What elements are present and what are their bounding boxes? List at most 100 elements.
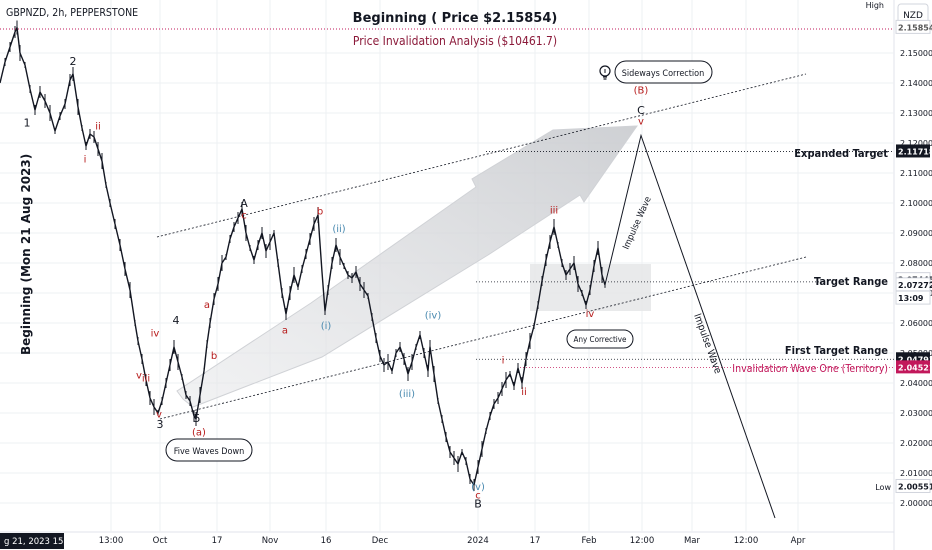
- wave-label: C: [637, 104, 645, 117]
- wave-label: i: [502, 356, 505, 367]
- trend-arrow: [176, 125, 638, 408]
- wave-label: (B): [634, 86, 649, 97]
- any-corrective-text: Any Corrective: [574, 335, 628, 344]
- wave-label: (iii): [399, 389, 415, 400]
- price-badge-label: 2.15854: [898, 23, 932, 32]
- price-tick-label: 2.13000: [900, 109, 932, 118]
- price-tick-label: 2.15000: [900, 49, 932, 58]
- wave-label: a: [204, 300, 210, 311]
- wave-label: 2: [70, 55, 77, 68]
- wave-label: A: [240, 197, 248, 210]
- wave-label: (ii): [332, 224, 345, 235]
- time-tick-label: Dec: [372, 536, 389, 546]
- wave-label: (v): [471, 482, 485, 493]
- channel-line: [159, 256, 807, 420]
- time-tick-label: Mar: [684, 536, 701, 546]
- wave-label: c: [241, 211, 247, 222]
- wave-label: 4: [173, 314, 180, 327]
- invalidation-label: Invalidation Wave One (Territory): [732, 363, 888, 375]
- any-corrective-callout[interactable]: Any Corrective: [566, 329, 634, 349]
- wave-label: c: [475, 491, 481, 502]
- five-waves-text: Five Waves Down: [174, 447, 245, 457]
- price-tick-label: 2.09000: [900, 229, 932, 238]
- wave-label: i: [84, 155, 87, 166]
- wave-label: ii: [95, 122, 101, 133]
- price-badge: [896, 360, 930, 374]
- price-tick-label: 2.06000: [900, 319, 932, 328]
- price-tick-label: 2.08000: [900, 259, 932, 268]
- wave-label: v: [638, 116, 644, 127]
- price-badge: [896, 144, 930, 158]
- low-label: Low: [875, 483, 891, 492]
- chart-subtitle: Price Invalidation Analysis ($10461.7): [353, 34, 557, 48]
- time-start-badge: [0, 533, 64, 549]
- price-badge: [895, 19, 931, 34]
- price-badge-label: 2.04791: [898, 355, 932, 364]
- price-tick-label: 2.03000: [900, 409, 932, 418]
- expanded-target-label: Expanded Target: [794, 147, 888, 160]
- price-badge: [895, 290, 931, 305]
- price-badge-label: 2.04521: [898, 363, 932, 372]
- lightbulb-icon: [599, 65, 611, 80]
- wave-label: b: [211, 351, 217, 362]
- wave-label: (i): [321, 321, 332, 332]
- time-tick-label: Oct: [153, 536, 168, 546]
- channel-lines: [156, 73, 807, 420]
- wave-label: B: [474, 498, 482, 511]
- wave-label: ii: [521, 387, 527, 398]
- wave-label: (a): [192, 428, 206, 439]
- wave-label: b: [317, 206, 323, 217]
- grid-lines: [0, 0, 894, 532]
- price-badge-label: 2.11718: [898, 147, 932, 156]
- wave-label: 5: [194, 412, 201, 425]
- price-badge-label: 2.00551: [898, 482, 932, 491]
- wave-label: iii: [550, 206, 558, 217]
- price-badge-label: 2.07272: [898, 281, 932, 290]
- wave-label: v: [136, 371, 142, 382]
- time-tick-label: 16: [321, 536, 332, 546]
- level-lines: [476, 151, 894, 368]
- price-tick-label: 2.04000: [900, 379, 932, 388]
- time-tick-label: Nov: [262, 536, 279, 546]
- wave-label: 1: [24, 117, 31, 130]
- wave-label: 3: [157, 418, 164, 431]
- five-waves-callout[interactable]: Five Waves Down: [165, 438, 253, 462]
- time-tick-label: 17: [530, 536, 541, 546]
- sideways-text: Sideways Correction: [622, 69, 705, 79]
- price-badge-label: 13:09: [898, 294, 924, 303]
- price-tick-label: 2.11000: [900, 169, 932, 178]
- price-tick-label: 2.01000: [900, 469, 932, 478]
- first-target-label: First Target Range: [785, 344, 888, 357]
- target-range-label: Target Range: [814, 275, 888, 288]
- price-tick-label: 2.12000: [900, 139, 932, 148]
- wave-label: (iv): [425, 311, 442, 322]
- channel-line: [156, 73, 807, 238]
- chart-title: Beginning ( Price $2.15854): [353, 11, 558, 26]
- wave-label: v: [156, 410, 162, 421]
- wave-label: iv: [586, 309, 595, 320]
- price-tick-label: 2.10000: [900, 199, 932, 208]
- price-tick-label: 2.00000: [900, 499, 932, 508]
- wave-label: a: [282, 326, 288, 337]
- time-tick-label: 12:00: [630, 536, 655, 546]
- price-tick-label: 2.14000: [900, 79, 932, 88]
- price-badges: 2.158542.117182.074452.0727213:092.04791…: [895, 19, 932, 493]
- time-tick-label: 12:00: [734, 536, 759, 546]
- currency-badge-text: NZD: [903, 11, 923, 21]
- time-tick-label: 17: [212, 536, 223, 546]
- time-tick-label: Apr: [791, 536, 806, 546]
- time-tick-label: 2024: [467, 536, 489, 546]
- wave-label: iv: [151, 329, 160, 340]
- high-label: High: [866, 1, 884, 10]
- time-tick-label: Feb: [581, 536, 596, 546]
- symbol-label: GBPNZD, 2h, PEPPERSTONE: [6, 7, 138, 19]
- time-start-label: g 21, 2023 15:00: [4, 537, 77, 547]
- price-tick-label: 2.02000: [900, 439, 932, 448]
- price-badge: [895, 478, 931, 493]
- projection-path: [604, 133, 776, 519]
- sideways-callout[interactable]: Sideways Correction: [614, 60, 713, 84]
- wave-label: iii: [142, 374, 150, 385]
- time-axis-ticks: 13:00 Oct 17 Nov 16 Dec 2024 17 Feb 12:00 Mar 12:00…: [0, 533, 806, 549]
